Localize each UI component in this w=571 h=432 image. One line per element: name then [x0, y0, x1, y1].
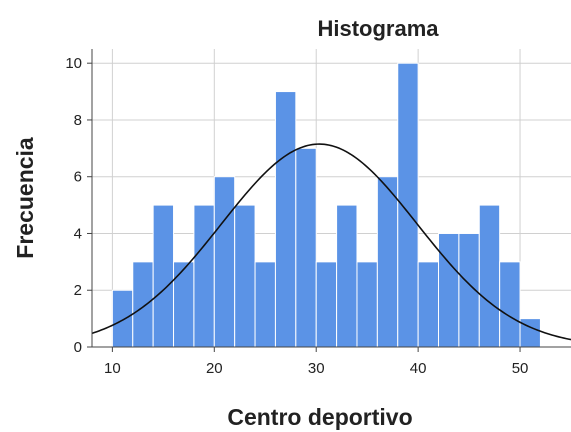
histogram-bars [111, 62, 541, 348]
histogram-bar [336, 204, 358, 348]
histogram-bar [274, 91, 297, 348]
histogram-bar [356, 261, 378, 348]
y-tick-label: 6 [74, 169, 82, 186]
y-tick-label: 0 [74, 339, 82, 356]
x-tick-label: 30 [308, 360, 325, 377]
histogram-bar [397, 62, 419, 348]
y-tick-label: 10 [65, 55, 82, 72]
x-tick-label: 40 [410, 360, 427, 377]
x-tick-labels: 10 20 30 40 50 [104, 360, 528, 377]
histogram-bar [173, 261, 195, 348]
chart-title: Histograma [317, 16, 439, 41]
histogram-bar [111, 289, 134, 348]
histogram-bar [132, 261, 154, 348]
histogram-bar [254, 261, 276, 348]
histogram-bar [213, 176, 236, 348]
histogram-bar [315, 261, 338, 348]
y-tick-label: 2 [74, 282, 82, 299]
axes [87, 49, 571, 352]
y-tick-label: 8 [74, 112, 82, 129]
histogram-bar [519, 318, 541, 348]
histogram-bar [193, 204, 215, 348]
histogram-bar [152, 204, 175, 348]
x-axis-title: Centro deportivo [227, 404, 412, 430]
x-tick-label: 10 [104, 360, 121, 377]
histogram-bar [417, 261, 440, 348]
histogram-bar [478, 204, 501, 348]
normal-curve-group [91, 143, 571, 341]
histogram-bar [234, 204, 256, 348]
normal-curve [91, 143, 571, 341]
x-tick-label: 50 [512, 360, 529, 377]
histogram-bar [376, 176, 399, 348]
histogram-bar [295, 147, 317, 348]
y-tick-label: 4 [74, 225, 82, 242]
histogram-bar [499, 261, 521, 348]
histogram-bar [438, 232, 460, 348]
y-axis-title: Frecuencia [12, 137, 38, 259]
y-tick-labels: 0 2 4 6 8 10 [65, 55, 82, 356]
x-tick-label: 20 [206, 360, 223, 377]
